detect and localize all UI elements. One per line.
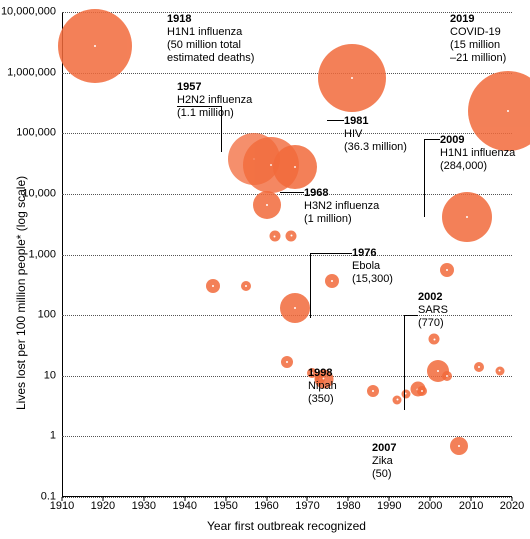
bubble-chart: 0.11101001,00010,000100,0001,000,00010,0… — [0, 0, 530, 539]
bubble-1965-h — [281, 356, 293, 368]
leader — [310, 253, 311, 318]
bubble-1966-d — [286, 230, 297, 241]
gridline — [62, 12, 512, 13]
bubble-1947-e — [206, 279, 220, 293]
leader — [404, 315, 418, 316]
bubble-1994-n — [401, 389, 410, 398]
bubble-2017-t — [495, 366, 504, 375]
y-axis-title: Lives lost per 100 million people* (log … — [14, 176, 28, 410]
annotation-a1918: 1918H1N1 influenza(50 million totalestim… — [167, 13, 254, 65]
y-tick-label: 1 — [50, 431, 62, 442]
gridline — [62, 255, 512, 256]
bubble-2009-h1n1 — [442, 192, 492, 242]
x-tick-mark — [266, 497, 267, 501]
x-tick-mark — [389, 497, 390, 501]
x-tick-mark — [430, 497, 431, 501]
x-tick-mark — [307, 497, 308, 501]
gridline — [62, 194, 512, 195]
bubble-2010-s — [474, 362, 484, 372]
bubble-1981-hiv — [318, 44, 386, 112]
annotation-a2019: 2019COVID-19(15 million–21 million) — [450, 13, 506, 65]
gridline — [62, 497, 512, 498]
x-tick-mark — [225, 497, 226, 501]
x-tick-mark — [184, 497, 185, 501]
annotation-a1976: 1976Ebola(15,300) — [352, 247, 393, 286]
leader — [177, 106, 221, 107]
annotation-a1968: 1968H3N2 influenza(1 million) — [304, 187, 379, 226]
x-tick-mark — [143, 497, 144, 501]
annotation-a1957: 1957H2N2 influenza(1.1 million) — [177, 81, 252, 120]
plot-area: 0.11101001,00010,000100,0001,000,00010,0… — [62, 12, 512, 497]
annotation-a1998: 1998Nipah(350) — [308, 367, 337, 406]
bubble-1976-ebola — [325, 274, 339, 288]
gridline — [62, 436, 512, 437]
x-tick-mark — [102, 497, 103, 501]
leader — [424, 139, 425, 217]
bubble-2007-zika — [450, 437, 468, 455]
y-tick-label: 10 — [44, 370, 62, 381]
x-tick-mark — [62, 497, 63, 501]
annotation-a2009: 2009H1N1 influenza(284,000) — [440, 134, 515, 173]
bubble-1955-f — [241, 281, 251, 291]
bubble-1962-c — [269, 231, 280, 242]
bubble-1918-h1n1 — [58, 9, 132, 83]
y-tick-label: 10,000,000 — [1, 7, 62, 18]
annotation-a1981: 1981HIV(36.3 million) — [344, 115, 407, 154]
leader — [327, 120, 344, 121]
leader — [424, 139, 440, 140]
y-tick-label: 100,000 — [16, 128, 62, 139]
bubble-1998-nipah — [417, 386, 427, 396]
y-tick-label: 100 — [38, 310, 62, 321]
bubble-1960-b — [253, 191, 281, 219]
bubble-1968-h3n2 — [273, 145, 317, 189]
annotation-a2007: 2007Zika(50) — [372, 442, 396, 481]
bubble-2004-r — [442, 371, 452, 381]
x-tick-mark — [512, 497, 513, 501]
leader — [280, 192, 304, 193]
x-tick-mark — [471, 497, 472, 501]
bubble-1967-g — [280, 293, 310, 323]
bubble-2001-p — [429, 334, 440, 345]
leader — [221, 106, 222, 152]
y-tick-label: 1,000 — [28, 249, 62, 260]
bubble-2004-q — [440, 263, 454, 277]
x-tick-mark — [348, 497, 349, 501]
y-tick-label: 10,000 — [22, 188, 62, 199]
leader — [404, 315, 405, 410]
annotation-a2002: 2002SARS(770) — [418, 291, 448, 330]
leader — [310, 253, 352, 254]
bubble-1992-m — [393, 395, 402, 404]
y-tick-label: 1,000,000 — [7, 67, 62, 78]
x-axis-title: Year first outbreak recognized — [207, 519, 366, 533]
bubble-1986-l — [367, 385, 379, 397]
gridline — [62, 73, 512, 74]
